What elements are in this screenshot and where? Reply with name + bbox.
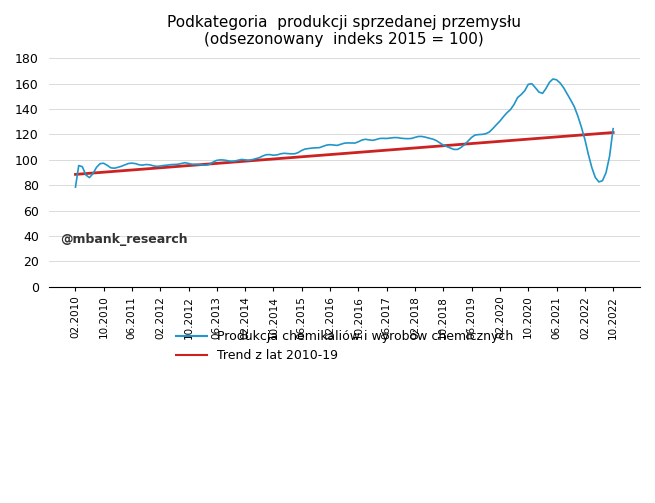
Title: Podkategoria  produkcji sprzedanej przemysłu
(odsezonowany  indeks 2015 = 100): Podkategoria produkcji sprzedanej przemy… <box>167 15 521 47</box>
Legend: Produkcja chemikaliów i wyrobów chemicznych, Trend z lat 2010-19: Produkcja chemikaliów i wyrobów chemiczn… <box>170 325 518 367</box>
Text: @mbank_research: @mbank_research <box>60 232 188 245</box>
